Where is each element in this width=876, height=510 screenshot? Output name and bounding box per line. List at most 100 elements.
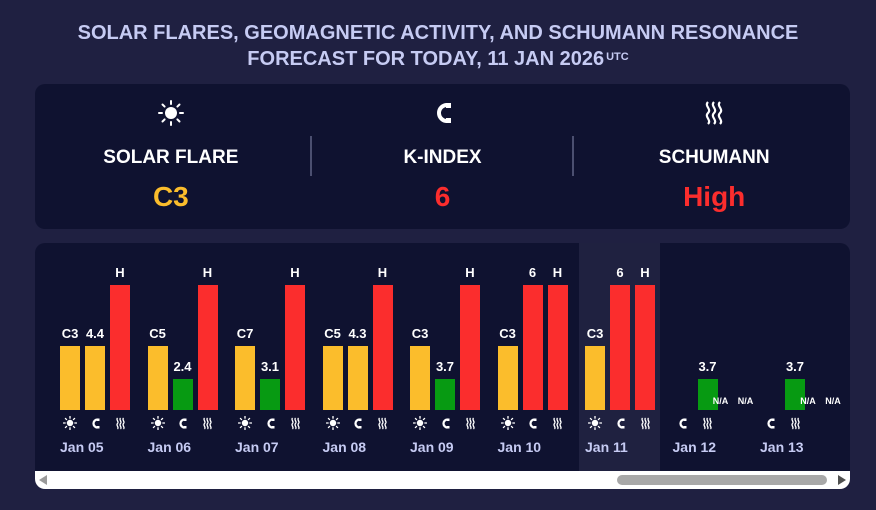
date-label: Jan 12 xyxy=(672,439,717,455)
solar-flare-value: C3 xyxy=(152,181,189,212)
summary-k-index: K-INDEX 6 xyxy=(307,84,579,229)
magnet-icon xyxy=(260,415,280,431)
magnet-icon xyxy=(610,415,630,431)
title-line-2-text: FORECAST FOR TODAY, 11 JAN 2026 xyxy=(247,48,605,70)
flare-bar xyxy=(410,346,430,410)
summary-panel: SOLAR FLARE C3 K-INDEX 6 SCHUMANN High xyxy=(35,84,850,229)
utc-superscript: UTC xyxy=(606,51,629,63)
waves-icon xyxy=(285,415,305,431)
date-label: Jan 10 xyxy=(497,439,542,455)
magnet-icon xyxy=(173,415,193,431)
kindex-bar xyxy=(610,285,630,410)
flare-bar xyxy=(497,346,518,410)
scroll-right-arrow-icon[interactable] xyxy=(838,475,846,485)
kindex-label: 4.4 xyxy=(85,326,105,342)
na-label: N/A xyxy=(712,396,729,406)
sun-icon xyxy=(148,415,168,431)
flare-label: C3 xyxy=(61,326,79,342)
flare-bar xyxy=(235,346,255,410)
summary-divider-1 xyxy=(310,136,312,176)
date-label: Jan 08 xyxy=(322,439,367,455)
sun-icon xyxy=(585,415,605,431)
kindex-label: 4.3 xyxy=(348,326,367,342)
magnet-icon xyxy=(435,415,455,431)
kindex-label: 3.7 xyxy=(698,358,717,374)
schumann-value: High xyxy=(683,181,746,212)
day-column-jan-05: C3 4.4 H Jan 05 xyxy=(60,243,140,471)
horizontal-scrollbar[interactable] xyxy=(35,471,850,489)
day-column-jan-11: C3 6 H Jan 11 xyxy=(585,243,665,471)
kindex-bar xyxy=(435,378,455,410)
schumann-bar xyxy=(547,285,568,410)
kindex-bar xyxy=(85,346,105,410)
schumann-bar xyxy=(110,285,130,410)
schumann-bar xyxy=(197,285,218,410)
flare-label: C3 xyxy=(411,326,429,342)
scroll-left-arrow-icon[interactable] xyxy=(39,475,47,485)
solar-flare-label: SOLAR FLARE xyxy=(103,147,239,168)
date-label: Jan 11 xyxy=(585,439,628,455)
waves-icon xyxy=(198,415,218,431)
waves-icon xyxy=(110,415,130,431)
flare-bar xyxy=(585,346,605,410)
schumann-bar xyxy=(460,285,480,410)
summary-divider-2 xyxy=(572,136,574,176)
summary-schumann: SCHUMANN High xyxy=(578,84,850,229)
schumann-bar xyxy=(635,285,655,410)
waves-icon xyxy=(373,415,393,431)
k-index-value: 6 xyxy=(434,181,451,212)
magnet-icon xyxy=(673,415,693,431)
kindex-bar xyxy=(347,346,368,410)
waves-icon xyxy=(785,415,805,431)
kindex-bar xyxy=(172,378,193,410)
na-label: N/A xyxy=(825,396,841,406)
sun-icon xyxy=(35,98,307,128)
sun-icon xyxy=(410,415,430,431)
k-index-label: K-INDEX xyxy=(403,147,482,168)
kindex-label: 3.7 xyxy=(435,358,455,374)
date-label: Jan 07 xyxy=(235,439,279,455)
magnet-icon xyxy=(348,415,368,431)
day-column-jan-06: C5 2.4 H Jan 06 xyxy=(147,243,228,471)
date-label: Jan 05 xyxy=(60,439,104,455)
flare-bar xyxy=(60,346,80,410)
kindex-bar xyxy=(522,285,543,410)
chart-strip[interactable]: C3 4.4 H Jan 05 C5 2.4 H Jan 06 C7 3.1 H Jan 07 C5 4.… xyxy=(35,243,850,471)
waves-icon xyxy=(698,415,718,431)
kindex-bar xyxy=(697,378,718,410)
flare-label: C5 xyxy=(149,326,166,342)
day-column-jan-12: 3.7 N/A N/A Jan 12 xyxy=(672,243,754,471)
page-title: SOLAR FLARES, GEOMAGNETIC ACTIVITY, AND … xyxy=(0,20,876,72)
title-line-2: FORECAST FOR TODAY, 11 JAN 2026 UTC xyxy=(0,46,876,72)
flare-bar xyxy=(322,346,343,410)
kindex-bar xyxy=(785,378,805,410)
day-column-jan-10: C3 6 H Jan 10 xyxy=(497,243,578,471)
sun-icon xyxy=(60,415,80,431)
flare-label: C3 xyxy=(586,326,604,342)
flare-label: C5 xyxy=(324,326,341,342)
schumann-label: H xyxy=(290,265,300,281)
schumann-label: H xyxy=(465,265,475,281)
schumann-label: H xyxy=(115,265,125,281)
sun-icon xyxy=(498,415,518,431)
waves-icon xyxy=(548,415,568,431)
day-column-jan-09: C3 3.7 H Jan 09 xyxy=(410,243,490,471)
date-label: Jan 13 xyxy=(760,439,804,455)
kindex-label: 3.1 xyxy=(260,358,280,374)
kindex-label: 6 xyxy=(528,265,537,281)
waves-icon xyxy=(635,415,655,431)
date-label: Jan 06 xyxy=(147,439,192,455)
magnet-icon xyxy=(523,415,543,431)
magnet-icon xyxy=(307,98,579,128)
waves-icon xyxy=(460,415,480,431)
summary-solar-flare: SOLAR FLARE C3 xyxy=(35,84,307,229)
kindex-bar xyxy=(260,378,280,410)
sun-icon xyxy=(235,415,255,431)
title-line-1: SOLAR FLARES, GEOMAGNETIC ACTIVITY, AND … xyxy=(77,22,799,44)
day-column-jan-07: C7 3.1 H Jan 07 xyxy=(235,243,315,471)
day-column-jan-08: C5 4.3 H Jan 08 xyxy=(322,243,403,471)
schumann-label: SCHUMANN xyxy=(658,147,770,168)
forecast-chart: C3 4.4 H Jan 05 C5 2.4 H Jan 06 C7 3.1 H Jan 07 C5 4.… xyxy=(35,243,850,489)
na-label: N/A xyxy=(800,396,816,406)
scroll-thumb[interactable] xyxy=(617,475,827,485)
